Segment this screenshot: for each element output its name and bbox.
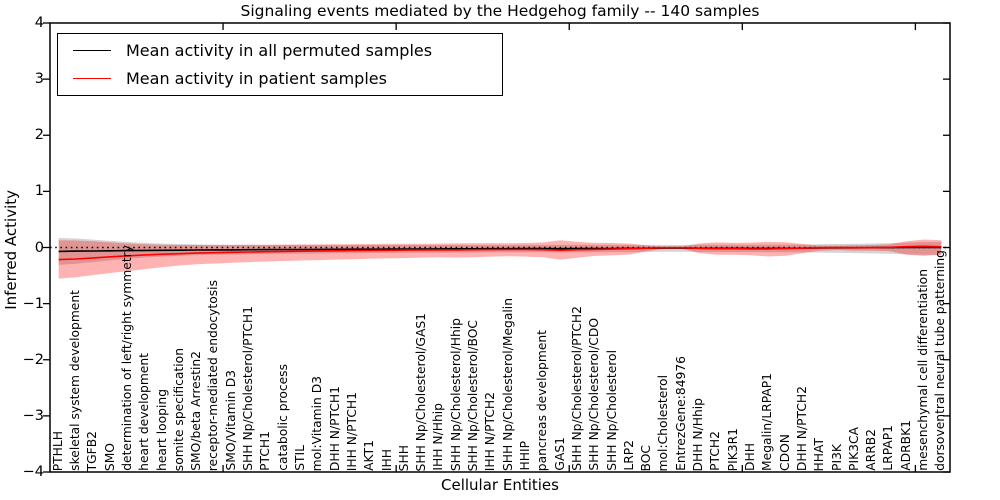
x-tick-label: DHH N/PTCH2 <box>794 385 809 471</box>
legend-label-permuted: Mean activity in all permuted samples <box>126 41 433 60</box>
x-tick-label: ADRBK1 <box>898 420 913 471</box>
x-tick-label: SHH Np/Cholesterol/CDO <box>587 318 602 471</box>
x-tick-label: IHH N/PTCH1 <box>344 391 359 471</box>
y-tick-label: 0 <box>34 239 44 256</box>
x-tick-label: catabolic process <box>275 364 290 471</box>
x-tick-label: BOC <box>639 444 654 472</box>
chart-title: Signaling events mediated by the Hedgeho… <box>240 2 760 20</box>
x-tick-label: AKT1 <box>362 440 377 471</box>
legend: Mean activity in all permuted samples Me… <box>57 33 503 96</box>
x-tick-label: SMO/Vitamin D3 <box>223 370 238 471</box>
permuted-range-band <box>58 238 942 265</box>
x-tick-label: SHH <box>396 444 411 471</box>
x-tick-label: DHH N/PTCH1 <box>327 385 342 471</box>
y-tick-label: −1 <box>22 295 44 312</box>
patient-mean-line <box>58 245 942 261</box>
x-tick-label: PTCH1 <box>258 431 273 471</box>
x-tick-label: HHAT <box>812 437 827 471</box>
x-tick-label: receptor-mediated endocytosis <box>206 279 221 471</box>
x-tick-label: SHH Np/Cholesterol/PTCH1 <box>241 306 256 471</box>
legend-item-permuted: Mean activity in all permuted samples <box>58 37 502 65</box>
x-tick-label: SHH Np/Cholesterol/Megalin <box>500 297 515 471</box>
legend-line-patient-icon <box>73 78 111 79</box>
y-tick-label: 1 <box>34 183 44 200</box>
x-tick-label: SHH Np/Cholesterol/BOC <box>466 319 481 471</box>
x-tick-label: HHIP <box>517 441 532 471</box>
x-tick-label: TGFB2 <box>85 430 100 471</box>
x-tick-label: SHH Np/Cholesterol/Hhip <box>448 317 463 471</box>
x-tick-label: SMO/beta Arrestin2 <box>189 351 204 471</box>
x-tick-label: somite specification <box>171 347 186 471</box>
y-tick-label: −3 <box>22 407 44 424</box>
x-tick-label: ARRB2 <box>864 429 879 471</box>
x-tick-label: PTCH2 <box>708 431 723 471</box>
x-tick-label: IHH N/Hhip <box>431 403 446 471</box>
x-tick-label: DHH <box>742 443 757 471</box>
legend-line-permuted-icon <box>73 50 111 51</box>
x-tick-label: PTHLH <box>50 430 65 471</box>
x-tick-label: PIK3R1 <box>725 427 740 471</box>
x-tick-label: CDON <box>777 434 792 471</box>
x-tick-label: LRPAP1 <box>881 425 896 471</box>
x-tick-label: SHH Np/Cholesterol/GAS1 <box>414 312 429 471</box>
x-tick-label: PI3K <box>829 444 844 471</box>
x-tick-label: mesenchymal cell differentiation <box>916 269 931 471</box>
x-axis-label: Cellular Entities <box>441 476 559 494</box>
x-tick-label: dorsoventral neural tube patterning <box>933 250 948 471</box>
x-tick-label: Megalin/LRPAP1 <box>760 373 775 471</box>
x-tick-label: heart looping <box>154 389 169 471</box>
y-tick-label: 3 <box>34 71 44 88</box>
x-tick-label: GAS1 <box>552 437 567 471</box>
x-tick-label: LRP2 <box>621 440 636 471</box>
legend-item-patient: Mean activity in patient samples <box>58 65 502 93</box>
x-tick-label: pancreas development <box>535 329 550 471</box>
x-tick-label: mol:Vitamin D3 <box>310 375 325 471</box>
patient-range-band <box>58 239 942 279</box>
x-tick-label: SHH Np/Cholesterol <box>604 350 619 471</box>
x-tick-label: IHH <box>379 448 394 471</box>
x-tick-label: STIL <box>292 445 307 471</box>
legend-label-patient: Mean activity in patient samples <box>126 69 387 88</box>
y-tick-label: 4 <box>34 15 44 31</box>
x-tick-label: PIK3CA <box>846 427 861 471</box>
y-tick-label: −2 <box>22 351 44 368</box>
x-tick-label: EntrezGene:84976 <box>673 356 688 471</box>
x-tick-label: determination of left/right symmetry <box>119 245 134 471</box>
x-tick-label: IHH N/PTCH2 <box>483 391 498 471</box>
y-tick-label: 2 <box>34 127 44 144</box>
x-tick-label: SHH Np/Cholesterol/PTCH2 <box>569 306 584 471</box>
x-tick-label: skeletal system development <box>67 290 82 471</box>
y-tick-label: −4 <box>22 464 44 480</box>
x-tick-label: SMO <box>102 442 117 471</box>
x-tick-label: DHH N/Hhip <box>691 397 706 471</box>
x-tick-label: mol:Cholesterol <box>656 374 671 471</box>
x-tick-label: heart development <box>137 353 152 471</box>
